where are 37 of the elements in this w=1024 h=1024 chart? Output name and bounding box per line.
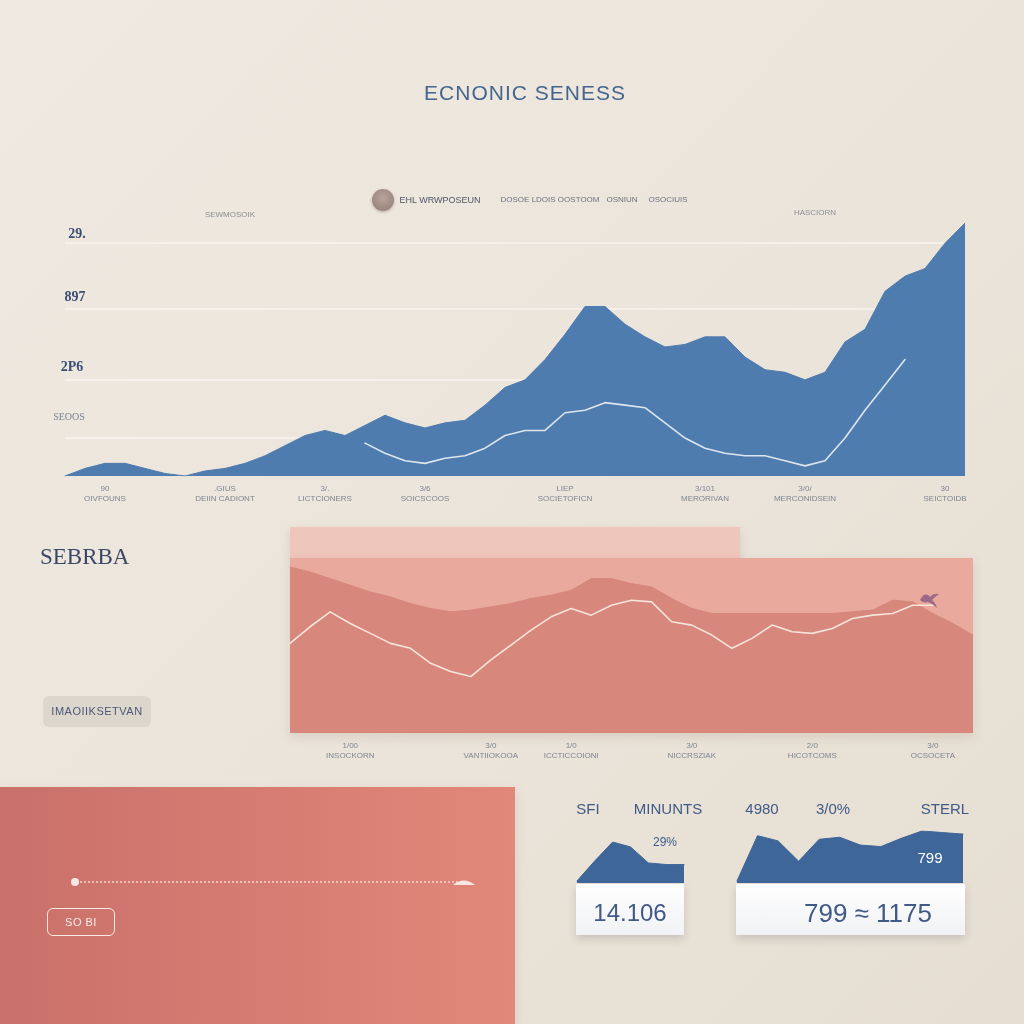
chart-title: STERL: [920, 799, 970, 817]
annotation: 799: [917, 848, 943, 866]
annotation: 29%: [652, 835, 678, 849]
text: OSOCIUIS: [648, 195, 688, 204]
button: SO BI: [47, 908, 115, 936]
text: DOSOE LDOIS OOSTOOM: [500, 195, 600, 204]
x-tick-label: 1/00 INSOCKORN: [326, 740, 375, 760]
x-tick-label: .GIUS DEIIN CADIONT: [195, 483, 255, 503]
x-tick-label: 1/0 ICCTICCOIONI: [543, 740, 599, 760]
x-tick-label: 3/0 OCSOCETA: [910, 740, 956, 760]
text: 799 ≈ 1175: [803, 898, 933, 928]
text: SEBRBA: [40, 543, 130, 569]
x-tick-label: 2/0 HICOTCOMS: [787, 740, 837, 760]
x-tick-label: 3/101 MERORIVAN: [681, 483, 730, 503]
text: HASCIORN: [793, 208, 837, 217]
annotation: SEOOS: [53, 411, 85, 422]
text: 14.106: [593, 899, 667, 926]
text: 3/0%: [815, 799, 851, 817]
text: EHL WRWPOSEUN: [399, 194, 481, 205]
x-tick-label: 30 SEICTOIDB: [923, 483, 967, 503]
x-tick-label: 3/0 VANTIIOKOOA: [463, 740, 519, 760]
x-tick-label: 3/. LICTCIONERS: [298, 483, 352, 503]
annotation: 29.: [68, 226, 86, 241]
x-tick-label: 3/0 NICCRSZIAK: [667, 740, 717, 760]
x-tick-label: 3/6 SOICSCOOS: [400, 483, 450, 503]
text: SEWMOSOIK: [204, 210, 256, 219]
text: OSNIUN: [606, 195, 638, 204]
annotation: 897: [64, 289, 86, 304]
text: SFI: [576, 799, 600, 817]
chart-title: MINUNTS: [633, 799, 703, 817]
button: IMAOIIKSETVAN: [43, 696, 151, 727]
chart-title: ECNONIC SENESS: [424, 80, 626, 104]
text: 4980: [745, 799, 779, 817]
annotation: 2P6: [60, 359, 84, 374]
x-tick-label: 3/0/ MERCONIDSEIN: [773, 483, 837, 503]
x-tick-label: LIEP SOCIETOFICN: [537, 483, 593, 503]
x-tick-label: 90 OIVFOUNS: [84, 483, 126, 503]
